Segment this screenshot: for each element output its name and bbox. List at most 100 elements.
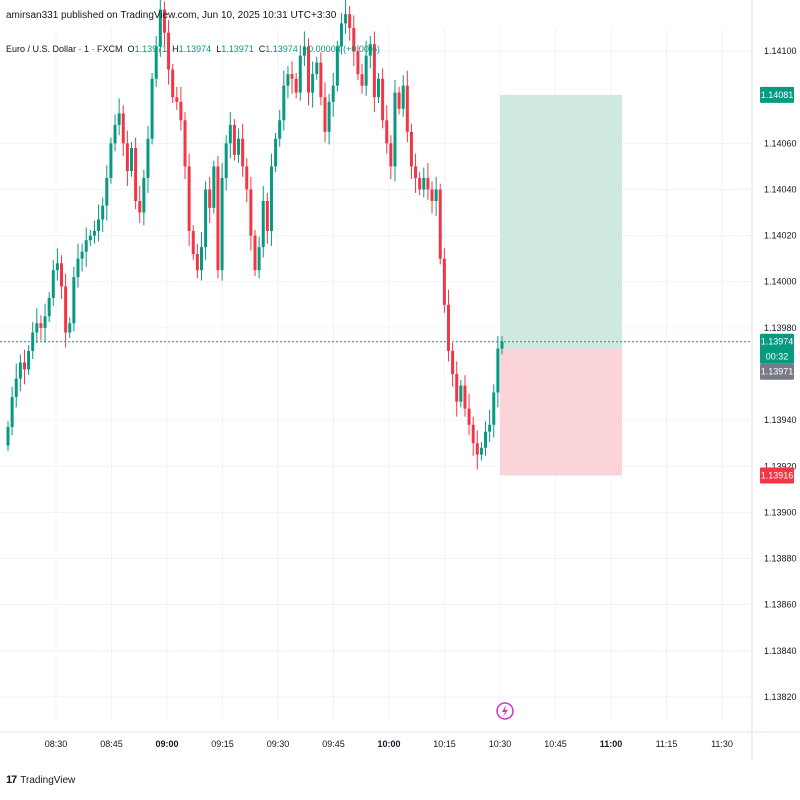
candle-body bbox=[261, 201, 265, 248]
candle-body bbox=[331, 85, 335, 102]
candle-body bbox=[60, 263, 64, 287]
close-label: C bbox=[258, 44, 266, 54]
candle-body bbox=[356, 51, 360, 75]
candle-body bbox=[426, 177, 430, 190]
candle-body bbox=[269, 166, 273, 231]
candle-body bbox=[311, 74, 315, 93]
candle-body bbox=[142, 177, 146, 213]
candle-body bbox=[364, 55, 368, 86]
candle-body bbox=[344, 14, 348, 24]
open-value: 1.13971 bbox=[134, 44, 168, 54]
candle-body bbox=[14, 378, 18, 398]
candle-body bbox=[393, 92, 397, 167]
candle-body bbox=[418, 177, 422, 190]
candle-body bbox=[500, 341, 504, 349]
candle-body bbox=[434, 189, 438, 201]
candle-body bbox=[298, 55, 302, 93]
candle-body bbox=[372, 44, 376, 98]
lightning-icon bbox=[502, 705, 508, 717]
candle-body bbox=[253, 235, 257, 271]
candle-body bbox=[162, 9, 166, 33]
x-tick-label: 10:45 bbox=[544, 739, 567, 749]
candle-body bbox=[327, 101, 331, 132]
candle-body bbox=[97, 219, 101, 231]
candle-body bbox=[228, 124, 232, 144]
candle-body bbox=[459, 385, 463, 402]
candle-body bbox=[179, 101, 183, 121]
candle-body bbox=[438, 189, 442, 259]
candle-body bbox=[212, 166, 216, 208]
position-zones[interactable] bbox=[500, 94, 622, 476]
close-value: 1.13974 bbox=[265, 44, 298, 54]
stop-loss-badge: 1.13916 bbox=[761, 470, 794, 480]
candle-body bbox=[167, 32, 171, 70]
candle-body bbox=[6, 427, 10, 446]
y-tick-label: 1.14040 bbox=[764, 184, 797, 194]
candle-body bbox=[101, 205, 105, 220]
published-caption: amirsan331 published on TradingView.com,… bbox=[6, 10, 337, 21]
high-value: 1.13974 bbox=[178, 44, 212, 54]
candle-body bbox=[319, 62, 323, 98]
time-axis[interactable]: 08:30 08:45 09:00 09:15 09:30 09:45 10:00 10:15… bbox=[45, 739, 733, 749]
bid-price-badge-bg bbox=[760, 363, 794, 380]
candle-body bbox=[401, 85, 405, 109]
candle-body bbox=[187, 166, 191, 231]
candle-body bbox=[335, 46, 339, 86]
candle-body bbox=[117, 113, 121, 125]
candle-body bbox=[430, 189, 434, 201]
x-tick-label: 10:15 bbox=[433, 739, 456, 749]
candle-body bbox=[302, 46, 306, 56]
candle-body bbox=[125, 143, 129, 172]
y-tick-label: 1.13980 bbox=[764, 323, 797, 333]
y-tick-label: 1.14060 bbox=[764, 138, 797, 148]
x-tick-label: 10:00 bbox=[377, 739, 400, 749]
y-tick-label: 1.13900 bbox=[764, 507, 797, 517]
change-value: +0.00003 (+0.00%) bbox=[302, 44, 380, 54]
y-tick-label: 1.14000 bbox=[764, 277, 797, 287]
candle-body bbox=[88, 235, 92, 241]
event-marker[interactable] bbox=[496, 702, 514, 720]
candle-body bbox=[397, 92, 401, 109]
candle-body bbox=[150, 78, 154, 139]
candle-body bbox=[282, 85, 286, 121]
candle-body bbox=[315, 62, 319, 75]
candle-body bbox=[286, 74, 290, 86]
candle-body bbox=[216, 166, 220, 271]
stop-loss-badge-bg bbox=[760, 467, 794, 484]
candle-body bbox=[245, 166, 249, 190]
candle-body bbox=[241, 138, 245, 167]
candle-body bbox=[80, 251, 84, 259]
candle-body bbox=[290, 74, 294, 79]
candle-body bbox=[146, 138, 150, 178]
x-tick-label: 09:30 bbox=[267, 739, 290, 749]
candle-body bbox=[27, 350, 31, 370]
candles bbox=[6, 0, 504, 470]
candle-body bbox=[199, 247, 203, 271]
candle-body bbox=[22, 362, 26, 370]
brand-name: TradingView bbox=[20, 774, 76, 786]
candle-body bbox=[47, 297, 51, 317]
candle-body bbox=[130, 147, 133, 172]
candle-body bbox=[51, 270, 55, 298]
price-axis[interactable]: 1.14100 1.14060 1.14040 1.14020 1.14000 1.139… bbox=[764, 46, 797, 702]
current-price-badge: 1.13974 bbox=[761, 337, 794, 347]
candle-body bbox=[113, 124, 117, 144]
candle-body bbox=[72, 277, 76, 324]
candle-body bbox=[409, 131, 413, 167]
high-label: H bbox=[172, 44, 179, 54]
candle-body bbox=[204, 189, 208, 248]
candle-body bbox=[105, 177, 109, 206]
take-profit-badge-bg bbox=[760, 86, 794, 103]
footer-brand[interactable]: 17 TradingView bbox=[6, 774, 75, 786]
candle-body bbox=[368, 44, 372, 56]
candle-body bbox=[484, 431, 488, 448]
x-tick-label: 11:15 bbox=[656, 739, 678, 749]
candle-body bbox=[121, 113, 125, 144]
candle-body bbox=[191, 230, 195, 255]
symbol-name[interactable]: Euro / U.S. Dollar · 1 · FXCM bbox=[6, 44, 123, 54]
y-tick-label: 1.13860 bbox=[764, 600, 797, 610]
candle-body bbox=[385, 120, 389, 144]
candle-body bbox=[249, 189, 253, 236]
take-profit-zone bbox=[500, 94, 622, 349]
